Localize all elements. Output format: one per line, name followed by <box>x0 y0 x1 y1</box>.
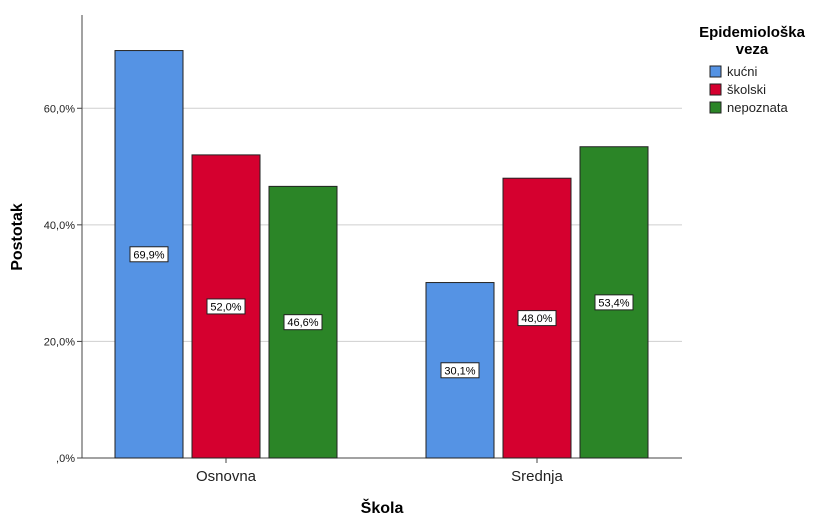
data-label-box <box>206 298 246 315</box>
bars <box>114 50 649 459</box>
legend-title-line-1: Epidemiološka <box>699 24 806 41</box>
legend-items: kućni školski nepoznata <box>709 64 788 115</box>
x-tick-label: Srednja <box>511 468 563 485</box>
data-label: 46,6% <box>287 317 318 329</box>
y-tick-label: ,0% <box>56 453 75 465</box>
data-labels: 69,9% 52,0% 46,6% 30,1% 48,0% 53,4% <box>129 246 634 379</box>
legend-swatch <box>709 83 722 96</box>
legend-title-line-2: veza <box>736 41 769 58</box>
y-axis-title: Postotak <box>9 203 26 271</box>
data-label: 52,0% <box>210 301 241 313</box>
legend-label: kućni <box>727 64 757 79</box>
data-label: 30,1% <box>444 365 475 377</box>
legend-swatch <box>709 65 722 78</box>
legend-swatch <box>709 101 722 114</box>
y-tick-label: 40,0% <box>44 220 75 232</box>
data-label-box <box>129 246 169 263</box>
legend-label: nepoznata <box>727 100 788 115</box>
data-label: 69,9% <box>133 249 164 261</box>
data-label: 53,4% <box>598 297 629 309</box>
y-tick-label: 20,0% <box>44 336 75 348</box>
data-label-box <box>517 310 557 327</box>
data-label-box <box>283 314 323 331</box>
y-tick-label: 60,0% <box>44 103 75 115</box>
data-label-box <box>594 294 634 311</box>
legend-label: školski <box>727 82 766 97</box>
data-label-box <box>440 362 480 379</box>
legend: Epidemiološka veza kućni školski nepoznata <box>699 24 806 115</box>
x-tick-label: Osnovna <box>196 468 257 485</box>
tick-labels: ,0% 20,0% 40,0% 60,0% Osnovna Srednja <box>44 103 564 485</box>
x-axis-title: Škola <box>361 498 404 515</box>
data-label: 48,0% <box>521 313 552 325</box>
